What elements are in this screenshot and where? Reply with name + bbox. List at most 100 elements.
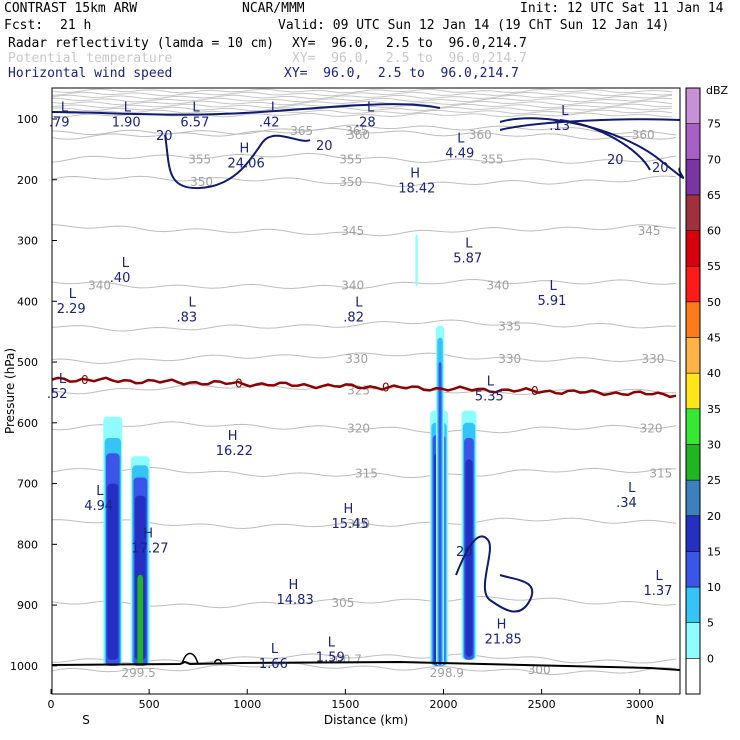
- theta-contour-upper: [51, 106, 673, 112]
- field3-name: Horizontal wind speed: [8, 66, 173, 81]
- theta-label: 355: [188, 152, 211, 166]
- theta-label: 355: [481, 152, 504, 166]
- wind-extremum-type: L: [550, 279, 558, 294]
- reflectivity-cell: [107, 483, 119, 660]
- theta-label: 315: [355, 467, 378, 481]
- colorbar-level-label: 50: [707, 296, 721, 309]
- wind-extremum-type: H: [240, 142, 250, 157]
- wind-contour-20: [499, 118, 681, 131]
- theta-label: 345: [341, 224, 364, 238]
- y-tick-label: 400: [17, 295, 38, 308]
- terrain-surface: [51, 660, 681, 671]
- wind-extremum-type: L: [328, 636, 336, 651]
- wind-extremum-value: .82: [343, 311, 364, 326]
- theta-label: 345: [638, 224, 661, 238]
- wind-extremum-type: L: [271, 100, 279, 115]
- wind-extremum-type: H: [344, 502, 354, 517]
- freezing-level-line: 0 0 0 0: [51, 373, 677, 399]
- wind-extremum-type: L: [561, 104, 569, 119]
- valid-time: Valid: 09 UTC Sun 12 Jan 14 (19 ChT Sun …: [278, 18, 670, 33]
- theta-label: 330: [498, 352, 521, 366]
- reflectivity-cell: [137, 574, 144, 666]
- wind-extremum-type: L: [355, 296, 363, 311]
- theta-label: 330: [642, 352, 665, 366]
- wind-extremum-value: 17.27: [131, 541, 168, 556]
- theta-label: 310: [347, 517, 370, 531]
- theta-contour-365: [51, 124, 677, 136]
- wind-extremum-type: L: [487, 375, 495, 390]
- reflectivity-cell: [465, 459, 473, 657]
- wind-extremum-type: L: [189, 296, 197, 311]
- colorbar-level-label: 30: [707, 439, 721, 452]
- x-tick-label: 3000: [626, 698, 654, 711]
- wind-extremum-type: L: [122, 256, 130, 271]
- theta-contour-320: [51, 421, 677, 434]
- wind-extremum-type: L: [69, 287, 77, 302]
- theta-label: 320: [347, 422, 370, 436]
- y-axis-title: Pressure (hPa): [3, 348, 17, 434]
- colorbar-segment: [685, 658, 701, 695]
- colorbar-level-label: 25: [707, 474, 721, 487]
- wind-contour-label: 20: [456, 545, 473, 560]
- theta-contour-360: [51, 127, 677, 140]
- colorbar-level-label: 40: [707, 367, 721, 380]
- field2-xy: XY= 96.0, 2.5 to 96.0,214.7: [292, 51, 527, 66]
- colorbar-level-label: 15: [707, 545, 721, 558]
- theta-contour-350: [51, 175, 677, 188]
- colorbar-segment: [685, 159, 701, 196]
- y-tick-label: 800: [17, 538, 38, 551]
- axes: 0 500 1000 1500 2000 2500 30001002003004005006…: [3, 113, 664, 727]
- colorbar-level-label: 5: [707, 617, 714, 630]
- wind-extremum-value: .42: [259, 115, 280, 130]
- x-tick-label: 2500: [528, 698, 556, 711]
- y-tick-label: 600: [17, 417, 38, 430]
- field2-name: Potential temperature: [8, 51, 173, 66]
- wind-contour-label: 20: [607, 153, 624, 168]
- x-tick-label: 1500: [331, 698, 359, 711]
- wind-extremum-type: L: [656, 569, 664, 584]
- colorbar-level-label: 35: [707, 403, 721, 416]
- theta-contour-300: [51, 662, 677, 676]
- wind-contour-label: 20: [652, 161, 669, 176]
- wind-extremum-value: 1.37: [644, 584, 673, 599]
- colorbar-level-label: 60: [707, 225, 721, 238]
- model-title: CONTRAST 15km ARW: [4, 1, 138, 16]
- colorbar-segment: [685, 301, 701, 338]
- zero-line-label: 0: [81, 373, 89, 387]
- theta-contour-335: [51, 319, 677, 332]
- theta-label: 350: [190, 175, 213, 189]
- theta-contour-305: [51, 595, 677, 609]
- x-axis-south-label: S: [82, 713, 90, 727]
- colorbar-segment: [685, 230, 701, 267]
- wind-extremum-type: L: [457, 131, 465, 146]
- x-axis-title: Distance (km): [324, 713, 408, 727]
- wind-extremum-value: 5.91: [538, 294, 567, 309]
- y-tick-label: 100: [17, 113, 38, 126]
- y-tick-label: 500: [17, 356, 38, 369]
- theta-label: 360: [469, 128, 492, 142]
- theta-label: 305: [331, 596, 354, 610]
- theta-contour-310: [51, 517, 677, 530]
- wind-extremum-value: .13: [549, 119, 570, 134]
- theta-contour-upper: [51, 88, 673, 94]
- wind-extremum-value: 18.42: [398, 182, 435, 197]
- wind-extremum-type: L: [628, 481, 636, 496]
- wind-extremum-value: 1.59: [316, 651, 345, 666]
- colorbar-segment: [685, 444, 701, 481]
- wind-extremum-type: L: [271, 642, 279, 657]
- theta-contour-upper: [51, 100, 673, 106]
- theta-contour-upper: [51, 91, 673, 97]
- theta-label: 340: [341, 278, 364, 292]
- wind-contour-label: 20: [316, 139, 333, 154]
- source-label: NCAR/MMM: [242, 1, 305, 16]
- theta-contour-355: [51, 152, 677, 164]
- colorbar-level-label: 75: [707, 118, 721, 131]
- x-axis-north-label: N: [656, 713, 665, 727]
- colorbar-level-label: 70: [707, 153, 721, 166]
- colorbar-unit: dBZ: [706, 84, 729, 97]
- theta-label: 360: [632, 128, 655, 142]
- colorbar-segment: [685, 372, 701, 410]
- wind-extremum-value: 16.22: [216, 444, 253, 459]
- colorbar-segment: [685, 194, 701, 231]
- wind-extremum-type: L: [465, 237, 473, 252]
